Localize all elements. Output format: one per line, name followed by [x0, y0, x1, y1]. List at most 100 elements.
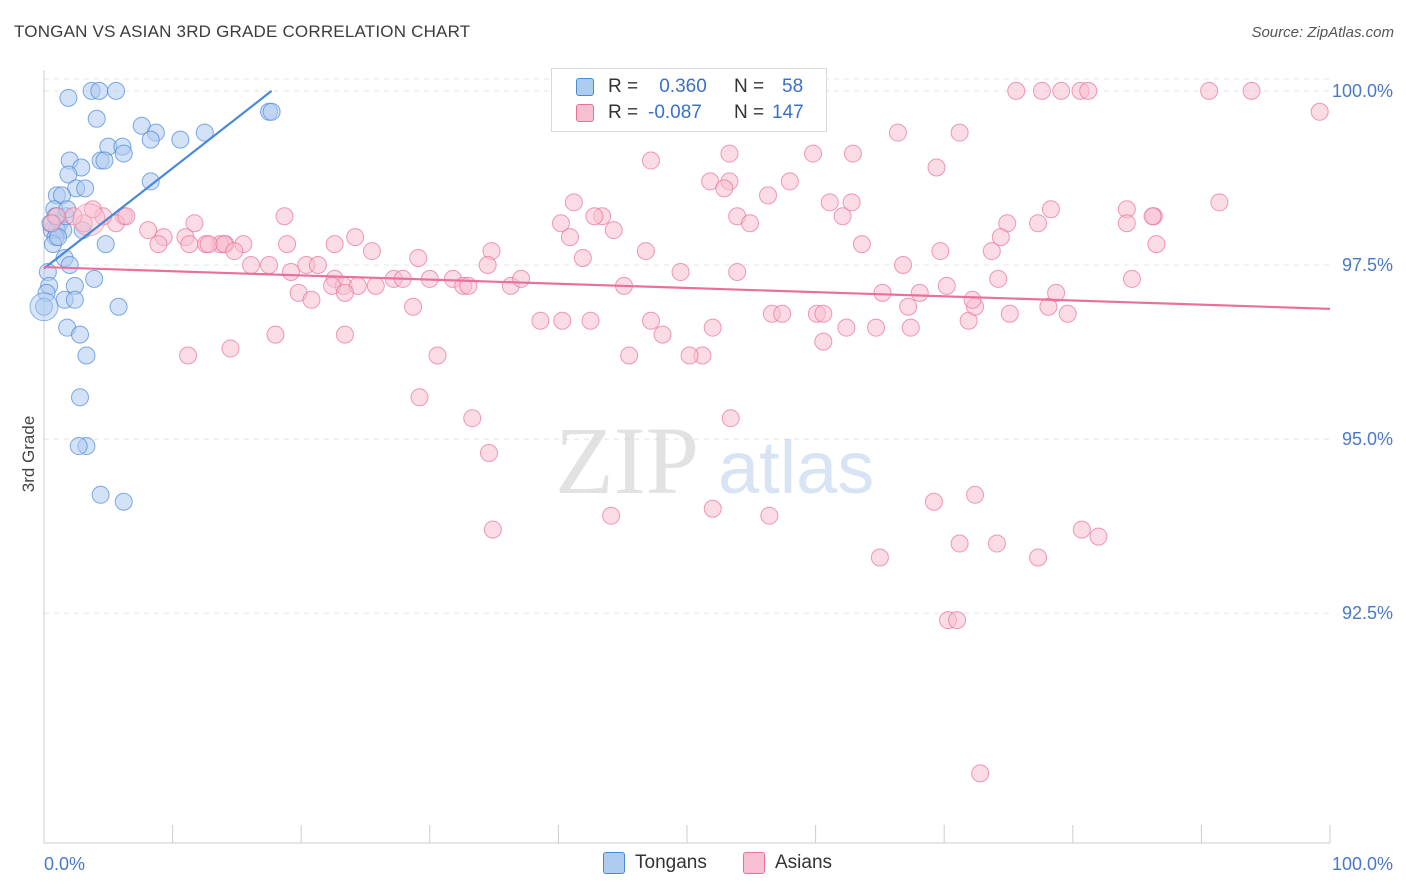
- asians-point: [927, 158, 946, 177]
- asians-trend-line: [43, 265, 1331, 310]
- tongans-point: [29, 292, 59, 322]
- r-value: 0.360: [659, 76, 707, 97]
- asians-point: [641, 151, 660, 170]
- asians-point: [814, 304, 833, 323]
- asians-point: [773, 304, 792, 323]
- asians-point: [149, 235, 168, 254]
- asians-point: [833, 207, 852, 226]
- r-label: R =: [608, 76, 639, 97]
- asians-point: [1242, 81, 1261, 100]
- asians-point: [620, 346, 639, 365]
- asians-point: [479, 444, 498, 463]
- asians-point: [531, 311, 550, 330]
- asians-point: [362, 242, 381, 261]
- legend-item-tongans[interactable]: Tongans: [603, 852, 707, 874]
- tongans-swatch: [576, 78, 594, 96]
- tongans-point: [60, 255, 79, 274]
- tongans-point: [109, 297, 128, 316]
- asians-point: [894, 255, 913, 274]
- asians-point: [179, 346, 198, 365]
- asians-point: [346, 228, 365, 247]
- asians-point: [278, 235, 297, 254]
- asians-point: [989, 269, 1008, 288]
- asians-point: [325, 235, 344, 254]
- tongans-legend-label: Tongans: [635, 852, 707, 873]
- asians-point: [820, 193, 839, 212]
- asians-point: [843, 144, 862, 163]
- legend-row-asians: R = -0.087 N = 147: [576, 101, 804, 125]
- asians-point: [335, 283, 354, 302]
- tongans-trend-line: [43, 90, 273, 270]
- asians-point: [982, 242, 1001, 261]
- asians-point: [281, 262, 300, 281]
- tongans-point: [262, 102, 281, 121]
- asians-point: [302, 290, 321, 309]
- asians-point: [117, 207, 136, 226]
- y-tick-label: 97.5%: [1342, 255, 1393, 275]
- asians-point: [728, 262, 747, 281]
- asians-point: [1041, 200, 1060, 219]
- tongans-point: [91, 485, 110, 504]
- asians-point: [703, 499, 722, 518]
- tongans-point: [87, 109, 106, 128]
- r-label: R =: [608, 102, 639, 123]
- asians-point: [1210, 193, 1229, 212]
- asians-point: [1072, 520, 1091, 539]
- tongans-point: [195, 123, 214, 142]
- asians-point: [991, 228, 1010, 247]
- asians-point: [948, 611, 967, 630]
- tongans-point: [85, 269, 104, 288]
- asians-point: [1032, 81, 1051, 100]
- tongans-point: [71, 388, 90, 407]
- asians-point: [242, 255, 261, 274]
- asians-point: [971, 764, 990, 783]
- asians-point: [804, 144, 823, 163]
- stats-legend: R = 0.360 N = 58 R = -0.087 N = 147: [551, 68, 827, 132]
- n-label: N =: [734, 102, 765, 123]
- tongans-point: [114, 144, 133, 163]
- asians-point: [564, 193, 583, 212]
- asians-point: [428, 346, 447, 365]
- asians-point: [842, 193, 861, 212]
- tongans-legend-swatch: [603, 852, 625, 874]
- asians-point: [1000, 304, 1019, 323]
- asians-point: [760, 506, 779, 525]
- y-axis-label: 3rd Grade: [19, 416, 38, 493]
- asians-point: [937, 276, 956, 295]
- asians-point: [1117, 214, 1136, 233]
- asians-point: [1089, 527, 1108, 546]
- tongans-point: [96, 235, 115, 254]
- asians-point: [950, 123, 969, 142]
- x-tick-label-min: 0.0%: [44, 854, 85, 874]
- tongans-point: [59, 88, 78, 107]
- y-tick-label: 100.0%: [1332, 81, 1393, 101]
- asians-point: [720, 144, 739, 163]
- n-value: 147: [772, 102, 804, 123]
- asians-point: [221, 339, 240, 358]
- asians-point: [478, 255, 497, 274]
- asians-point: [275, 207, 294, 226]
- tongans-point: [69, 437, 88, 456]
- asians-point: [963, 290, 982, 309]
- y-tick-label: 95.0%: [1342, 429, 1393, 449]
- asians-point: [759, 186, 778, 205]
- asians-point: [1047, 283, 1066, 302]
- asians-point: [931, 242, 950, 261]
- asians-point: [1122, 269, 1141, 288]
- asians-point: [308, 255, 327, 274]
- legend-item-asians[interactable]: Asians: [743, 852, 832, 874]
- asians-point: [910, 283, 929, 302]
- asians-point: [1052, 81, 1071, 100]
- asians-point: [266, 325, 285, 344]
- asians-point: [366, 276, 385, 295]
- asians-point: [671, 262, 690, 281]
- tongans-point: [107, 81, 126, 100]
- asians-point: [512, 269, 531, 288]
- r-value: -0.087: [648, 102, 702, 123]
- asians-point: [950, 534, 969, 553]
- asians-point: [888, 123, 907, 142]
- asians-point: [551, 214, 570, 233]
- chart-title: TONGAN VS ASIAN 3RD GRADE CORRELATION CH…: [14, 22, 471, 41]
- asians-point: [1007, 81, 1026, 100]
